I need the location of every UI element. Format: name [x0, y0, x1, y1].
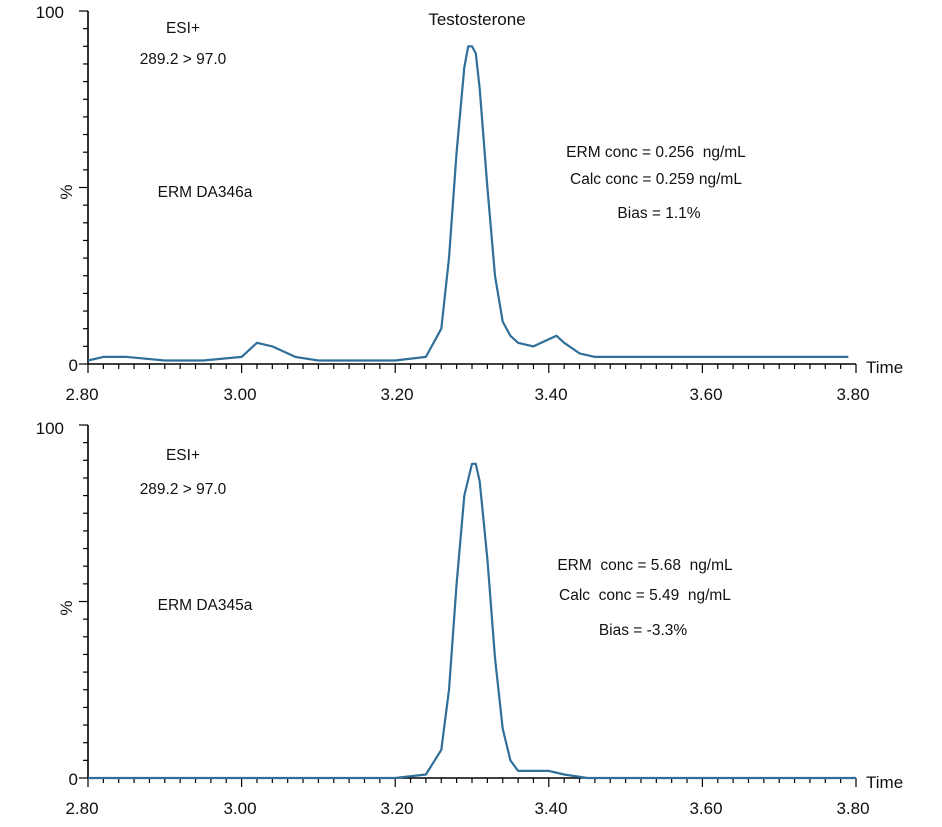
top-x-tick-3.00: 3.00 — [223, 385, 256, 404]
top-bias: Bias = 1.1% — [617, 205, 700, 222]
bottom-x-tick-3.80: 3.80 — [836, 799, 869, 818]
top-erm-conc: ERM conc = 0.256 ng/mL — [566, 144, 746, 161]
top-x-tick-3.40: 3.40 — [534, 385, 567, 404]
top-y-tick-100: 100 — [36, 3, 64, 22]
bottom-x-tick-3.60: 3.60 — [689, 799, 722, 818]
top-x-tick-3.60: 3.60 — [689, 385, 722, 404]
bottom-y-tick-0: 0 — [69, 770, 78, 789]
top-x-axis-label: Time — [866, 358, 903, 377]
bottom-mrm-transition: 289.2 > 97.0 — [140, 481, 227, 498]
top-y-axis-label: % — [57, 184, 76, 199]
top-y-tick-0: 0 — [69, 356, 78, 375]
top-ionization-mode: ESI+ — [166, 20, 200, 37]
panel-bottom: 100 0 % Time 2.80 3.00 3.20 3.40 3.60 3.… — [36, 419, 904, 818]
top-mrm-transition: 289.2 > 97.0 — [140, 51, 227, 68]
bottom-y-tick-100: 100 — [36, 419, 64, 438]
bottom-calc-conc: Calc conc = 5.49 ng/mL — [559, 587, 731, 604]
bottom-sample-name: ERM DA345a — [158, 597, 253, 614]
top-calc-conc: Calc conc = 0.259 ng/mL — [570, 171, 742, 188]
bottom-y-axis-label: % — [57, 600, 76, 615]
top-x-tick-3.20: 3.20 — [380, 385, 413, 404]
bottom-chromatogram-trace — [88, 462, 856, 780]
bottom-bias: Bias = -3.3% — [599, 622, 688, 639]
bottom-x-tick-2.80: 2.80 — [65, 799, 98, 818]
top-sample-name: ERM DA346a — [158, 184, 253, 201]
top-x-tick-2.80: 2.80 — [65, 385, 98, 404]
bottom-x-tick-3.40: 3.40 — [534, 799, 567, 818]
panel-top: 100 0 % Time 2.80 3.00 3.20 3.40 3.60 3.… — [36, 3, 904, 404]
bottom-x-tick-3.00: 3.00 — [223, 799, 256, 818]
top-chart-title: Testosterone — [428, 10, 525, 29]
top-x-tick-3.80: 3.80 — [836, 385, 869, 404]
bottom-x-axis-label: Time — [866, 773, 903, 792]
top-tick-marks — [79, 10, 857, 373]
bottom-erm-conc: ERM conc = 5.68 ng/mL — [557, 557, 733, 574]
bottom-ionization-mode: ESI+ — [166, 447, 200, 464]
bottom-x-tick-3.20: 3.20 — [380, 799, 413, 818]
top-chromatogram-trace — [87, 45, 849, 362]
